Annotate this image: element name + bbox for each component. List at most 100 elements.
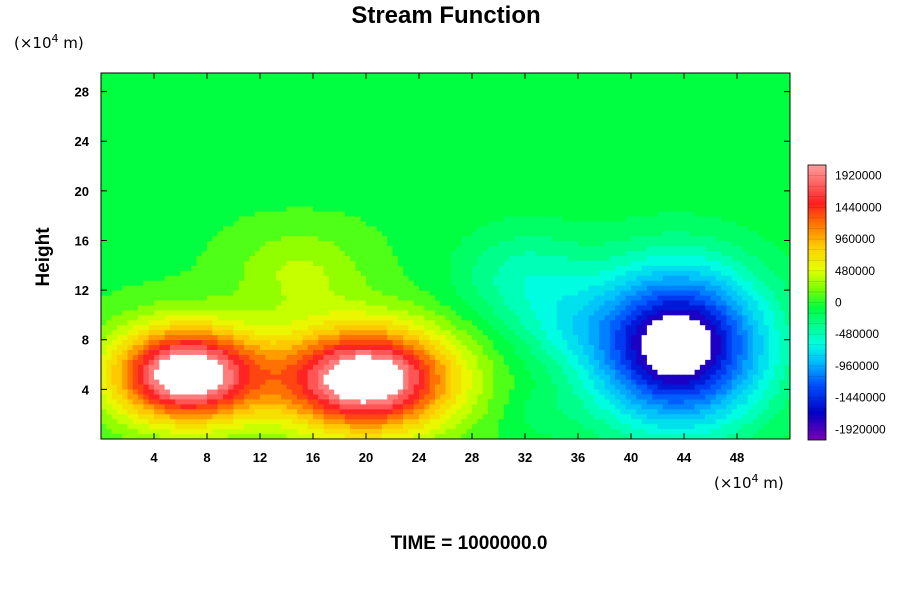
field-cell <box>625 82 632 89</box>
field-cell <box>514 157 521 163</box>
field-cell <box>254 206 261 213</box>
field-cell <box>159 251 166 257</box>
field-cell <box>376 246 383 252</box>
field-cell <box>678 97 685 104</box>
field-cell <box>302 127 309 133</box>
field-cell <box>514 117 521 124</box>
field-cell <box>106 132 113 138</box>
field-cell <box>604 221 611 227</box>
field-cell <box>710 201 717 208</box>
field-cell <box>599 201 606 208</box>
field-cell <box>138 102 144 109</box>
field-cell <box>355 206 362 213</box>
field-cell <box>774 122 780 129</box>
field-cell <box>556 236 563 242</box>
field-cell <box>646 112 653 119</box>
field-cell <box>376 142 383 148</box>
field-cell <box>721 87 727 94</box>
field-cell <box>599 127 606 133</box>
field-cell <box>244 231 250 237</box>
field-cell <box>434 176 441 183</box>
field-cell <box>578 251 584 257</box>
field-cell <box>482 122 489 129</box>
field-cell <box>413 241 420 247</box>
field-cell <box>461 112 468 119</box>
field-cell <box>138 132 144 138</box>
field-cell <box>546 256 553 262</box>
field-cell <box>731 166 738 173</box>
field-cell <box>376 216 383 222</box>
field-cell <box>275 162 282 168</box>
field-cell <box>525 147 531 153</box>
field-cell <box>662 97 669 104</box>
field-cell <box>122 152 129 158</box>
field-cell <box>763 82 770 89</box>
field-cell <box>201 87 208 94</box>
field-cell <box>556 127 563 133</box>
field-cell <box>689 201 696 208</box>
field-cell <box>768 117 775 124</box>
field-cell <box>122 216 129 222</box>
field-cell <box>344 97 351 104</box>
field-cell <box>482 236 489 242</box>
field-cell <box>604 117 611 124</box>
field-cell <box>493 236 500 242</box>
field-cell <box>546 181 553 188</box>
field-cell <box>615 162 621 168</box>
field-cell <box>159 236 166 242</box>
field-cell <box>705 97 712 104</box>
field-cell <box>175 147 182 153</box>
field-cell <box>440 236 447 242</box>
field-cell <box>355 186 362 193</box>
field-cell <box>371 112 378 119</box>
field-cell <box>376 196 383 203</box>
field-cell <box>127 236 134 242</box>
field-cell <box>419 87 425 94</box>
field-cell <box>207 196 213 203</box>
field-cell <box>222 251 229 257</box>
field-cell <box>180 196 187 203</box>
field-cell <box>567 206 574 213</box>
field-cell <box>694 241 701 247</box>
field-cell <box>678 73 685 79</box>
field-cell <box>244 260 250 267</box>
field-cell <box>313 191 319 198</box>
field-cell <box>260 147 266 153</box>
field-cell <box>636 152 643 158</box>
field-cell <box>456 87 462 94</box>
field-cell <box>424 186 431 193</box>
field-cell <box>387 211 394 218</box>
field-cell <box>217 231 224 237</box>
field-cell <box>371 127 378 133</box>
field-cell <box>270 211 277 218</box>
field-cell <box>466 181 473 188</box>
field-cell <box>774 236 780 242</box>
field-cell <box>228 186 235 193</box>
field-cell <box>207 221 213 227</box>
field-cell <box>715 251 722 257</box>
field-cell <box>652 102 659 109</box>
field-cell <box>265 171 272 178</box>
field-cell <box>742 181 749 188</box>
field-cell <box>509 231 515 237</box>
field-cell <box>143 112 150 119</box>
field-cell <box>768 162 775 168</box>
field-cell <box>562 73 568 79</box>
field-cell <box>228 176 235 183</box>
field-cell <box>419 206 425 213</box>
field-cell <box>631 221 637 227</box>
field-cell <box>572 176 579 183</box>
field-cell <box>472 147 478 153</box>
field-cell <box>737 216 743 222</box>
field-cell <box>615 206 621 213</box>
field-cell <box>281 186 288 193</box>
field-cell <box>249 171 256 178</box>
field-cell <box>705 117 712 124</box>
field-cell <box>212 77 219 84</box>
field-cell <box>768 201 775 208</box>
field-cell <box>567 176 574 183</box>
field-cell <box>684 171 690 178</box>
field-cell <box>254 181 261 188</box>
field-cell <box>419 256 425 262</box>
field-cell <box>138 236 144 242</box>
